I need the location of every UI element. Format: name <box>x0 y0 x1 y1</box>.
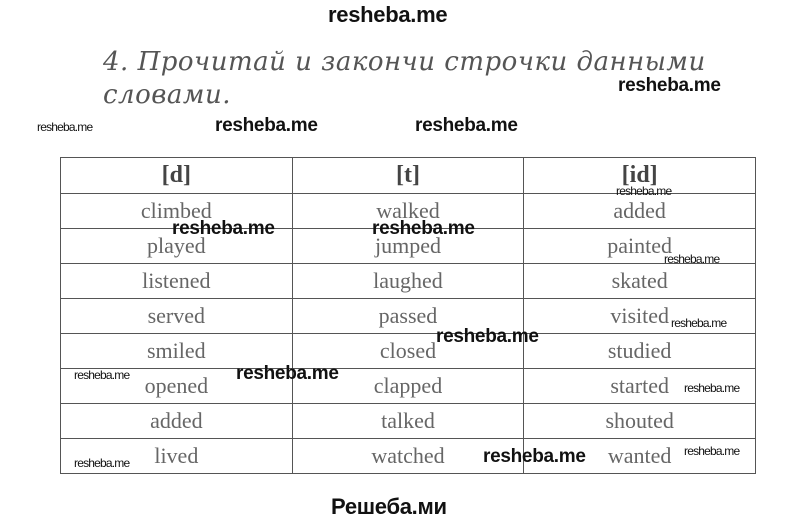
word-cell: shouted <box>523 403 756 439</box>
word-cell: smiled <box>60 333 293 369</box>
watermark: resheba.me <box>664 252 720 266</box>
word-cell: laughed <box>291 263 525 299</box>
table-row: lived watched wanted <box>60 438 756 474</box>
table-row: added talked shouted <box>60 403 756 439</box>
word-cell: closed <box>291 333 525 369</box>
column-header: [id] <box>523 157 756 194</box>
table-row: played jumped painted <box>60 228 756 264</box>
table-row: served passed visited <box>60 298 756 334</box>
word-cell: skated <box>523 263 756 299</box>
column-header: [d] <box>60 157 293 194</box>
table-row: smiled closed studied <box>60 333 756 369</box>
watermark: resheba.me <box>483 446 586 467</box>
word-cell: painted <box>523 228 756 264</box>
words-table: [d] [t] [id] climbed walked added played jumpe… <box>60 157 756 474</box>
watermark: resheba.me <box>215 115 318 136</box>
watermark: resheba.me <box>372 218 475 239</box>
watermark: resheba.me <box>684 444 740 458</box>
watermark-top: resheba.me <box>328 2 448 27</box>
word-cell: studied <box>523 333 756 369</box>
word-cell: started <box>523 368 756 404</box>
word-cell: jumped <box>291 228 525 264</box>
watermark: resheba.me <box>671 316 727 330</box>
watermark: resheba.me <box>616 184 672 198</box>
word-cell: watched <box>291 438 525 474</box>
watermark: resheba.me <box>436 326 539 347</box>
column-header: [t] <box>291 157 525 194</box>
watermark: resheba.me <box>618 75 721 96</box>
table-row: opened clapped started <box>60 368 756 404</box>
word-cell: added <box>60 403 293 439</box>
word-cell: listened <box>60 263 293 299</box>
watermark: resheba.me <box>172 218 275 239</box>
watermark: resheba.me <box>236 363 339 384</box>
watermark: resheba.me <box>74 456 130 470</box>
word-cell: wanted <box>523 438 756 474</box>
word-cell: played <box>60 228 293 264</box>
watermark: resheba.me <box>415 115 518 136</box>
word-cell: lived <box>60 438 293 474</box>
word-cell: added <box>523 193 756 229</box>
watermark: resheba.me <box>684 381 740 395</box>
exercise-title: 4. Прочитай и закончи строчки данными сл… <box>103 47 706 110</box>
word-cell: talked <box>291 403 525 439</box>
watermark-bottom: Решеба.ми <box>331 494 447 519</box>
word-cell: visited <box>523 298 756 334</box>
watermark: resheba.me <box>74 368 130 382</box>
table-row: listened laughed skated <box>60 263 756 299</box>
word-cell: served <box>60 298 293 334</box>
watermark: resheba.me <box>37 120 93 134</box>
word-cell: passed <box>291 298 525 334</box>
